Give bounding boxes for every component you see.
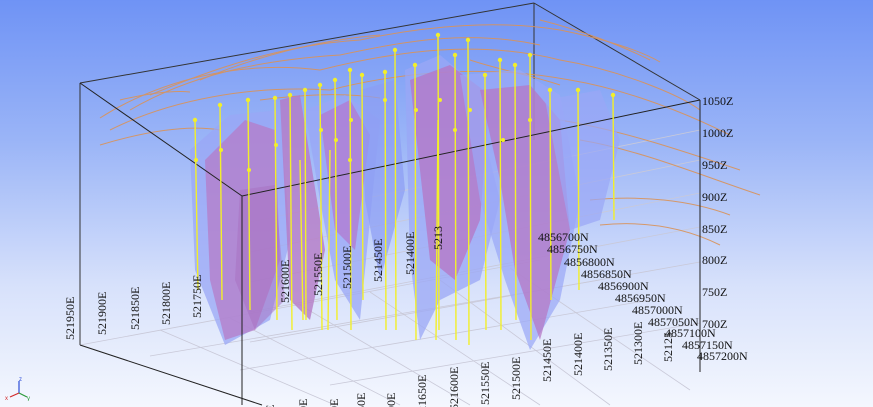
easting-label: 521600E — [447, 366, 461, 407]
easting-label: 21650E — [415, 374, 429, 407]
easting-label: 521900E — [95, 291, 109, 335]
elevation-label: 800Z — [702, 253, 728, 267]
elevation-label: 850Z — [702, 222, 728, 236]
easting-label: 521300E — [631, 321, 645, 365]
elevation-label: 1050Z — [702, 94, 734, 108]
northing-label: 4857150N — [682, 338, 733, 352]
easting-label: 0E — [296, 398, 310, 407]
elevation-label: 750Z — [702, 285, 728, 299]
elevation-label: 1000Z — [702, 126, 734, 140]
easting-label: 750E — [354, 392, 368, 407]
easting-label: 52125 — [661, 332, 675, 362]
elevation-label: 700Z — [702, 317, 728, 331]
triad-z-label: z — [19, 377, 22, 383]
northing-label: 4856950N — [615, 291, 666, 305]
easting-label: 521550E — [311, 252, 325, 296]
easting-label: 521600E — [278, 259, 292, 303]
easting-label: 521450E — [371, 238, 385, 282]
northing-label: 4857050N — [648, 315, 699, 329]
easting-label: 521400E — [403, 231, 417, 275]
easting-label: 521950E — [63, 296, 77, 340]
northing-label: 4856700N — [538, 230, 589, 244]
easting-label: 521450E — [540, 338, 554, 382]
northing-label: 4856750N — [547, 242, 598, 256]
elevation-label: 950Z — [702, 158, 728, 172]
ore-solids — [190, 55, 620, 350]
elevation-label: 900Z — [702, 190, 728, 204]
easting-label: 700E — [384, 392, 398, 407]
northing-label: 4856850N — [581, 267, 632, 281]
northing-label: 4857000N — [632, 303, 683, 317]
easting-label: 521350E — [601, 327, 615, 371]
easting-label: 521500E — [340, 245, 354, 289]
easting-label: 521850E — [128, 286, 142, 330]
northing-label: 4856800N — [564, 255, 615, 269]
northing-label: 4856900N — [598, 279, 649, 293]
easting-label: 521750E — [190, 274, 204, 318]
easting-label: 521400E — [571, 332, 585, 376]
easting-label: 5213 — [431, 226, 445, 250]
triad-x-label: x — [5, 396, 8, 401]
drillholes — [194, 34, 615, 346]
drillhole-markers — [192, 32, 616, 172]
easting-label: 521800E — [159, 281, 173, 325]
bounding-box-front — [79, 82, 701, 406]
northing-label: 4857100N — [665, 326, 716, 340]
easting-label: 0E — [327, 398, 341, 407]
easting-label: 521500E — [509, 356, 523, 400]
northing-label: 4857200N — [697, 349, 748, 363]
triad-y-label: y — [27, 396, 30, 401]
easting-label: 521550E — [478, 361, 492, 405]
orientation-triad: z x y — [5, 377, 30, 401]
